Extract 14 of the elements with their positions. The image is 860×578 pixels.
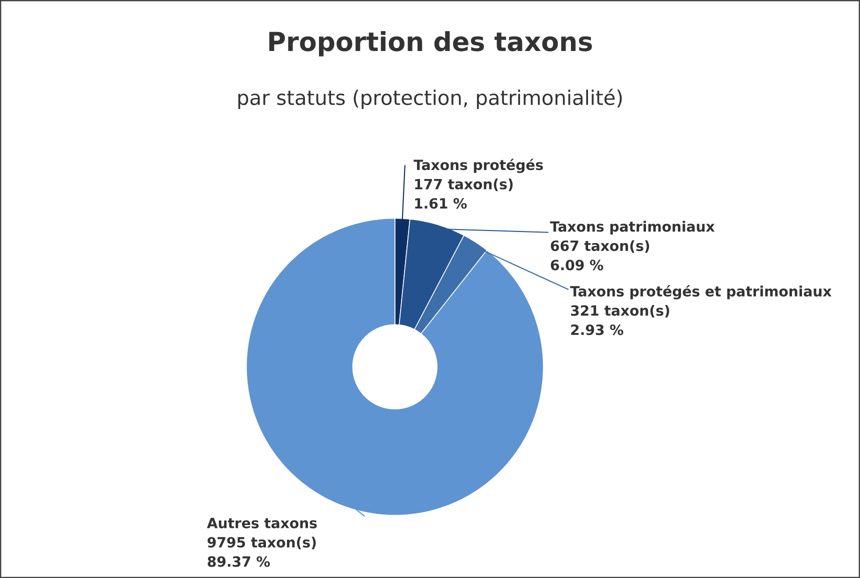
data-label: 321 taxon(s) — [571, 304, 670, 318]
chart-title: Proportion des taxons — [269, 31, 592, 56]
text: 1.61 % — [415, 198, 467, 209]
slice-label: Autres taxons — [206, 518, 317, 528]
data-label: 177 taxon(s) — [415, 178, 513, 192]
data-label: 9795 taxon(s) — [208, 536, 316, 550]
text: 6.09 % — [550, 260, 604, 270]
slice-label: Taxons patrimoniaux — [550, 220, 715, 234]
data-label: 667 taxon(s) — [550, 240, 650, 253]
slice-label: Taxons protégés et patrimoniaux — [570, 285, 832, 300]
text: 89.37 % — [208, 556, 270, 567]
slice-label: Taxons protégés — [414, 158, 543, 173]
chart-subtitle: par statuts (protection, patrimonialité) — [238, 88, 622, 110]
text: 2.93 % — [571, 324, 624, 336]
